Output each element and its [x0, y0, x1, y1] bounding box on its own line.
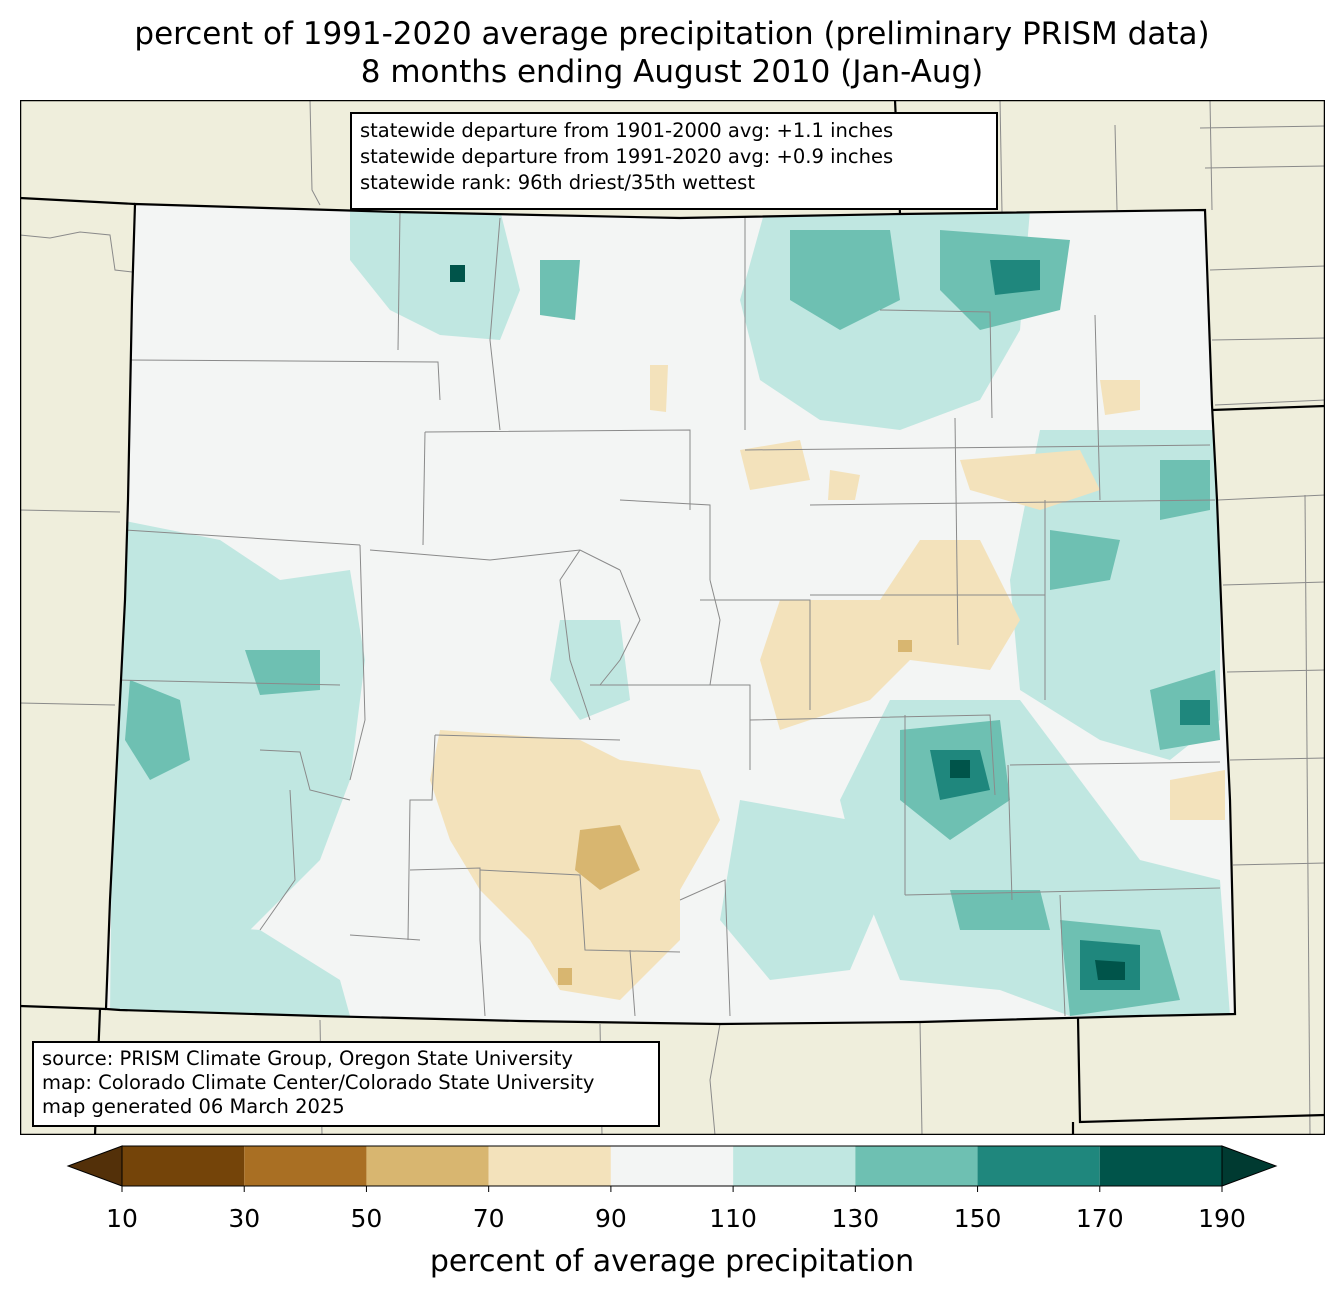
colorbar-tick-label: 190	[1198, 1204, 1246, 1233]
colorbar-tick-label: 110	[709, 1204, 757, 1233]
map-frame	[20, 100, 1325, 1135]
colorbar-tick-label: 170	[1075, 1204, 1124, 1233]
wet-anomaly-shading	[110, 210, 1230, 1016]
colorbar-tick-label: 130	[831, 1204, 880, 1233]
colorbar-bin-0	[122, 1146, 245, 1186]
colorbar-under-arrow	[66, 1145, 123, 1187]
colorbar-tick-label: 70	[472, 1204, 505, 1233]
colorbar	[66, 1145, 1278, 1192]
map-title: percent of 1991-2020 average precipitati…	[134, 16, 1210, 52]
source-line-2: map: Colorado Climate Center/Colorado St…	[42, 1071, 595, 1094]
colorbar-bin-3	[488, 1146, 611, 1186]
stats-line-1: statewide departure from 1901-2000 avg: …	[360, 119, 894, 142]
colorbar-bin-2	[366, 1146, 489, 1186]
colorbar-tick-label: 30	[228, 1204, 261, 1233]
colorbar-bin-1	[244, 1146, 367, 1186]
statewide-stats-box: statewide departure from 1901-2000 avg: …	[350, 112, 998, 210]
colorbar-label: percent of average precipitation	[429, 1244, 915, 1279]
county-boundaries	[114, 210, 1221, 1017]
colorbar-over-arrow	[1221, 1145, 1278, 1187]
colorbar-bin-6	[855, 1146, 978, 1186]
dry-anomaly-shading	[430, 365, 1225, 1000]
source-line-1: source: PRISM Climate Group, Oregon Stat…	[42, 1047, 573, 1070]
colorbar-bin-4	[610, 1146, 734, 1186]
precipitation-map	[20, 100, 1325, 1135]
source-line-3: map generated 06 March 2025	[42, 1095, 345, 1118]
colorbar-bin-7	[977, 1146, 1100, 1186]
map-subtitle: 8 months ending August 2010 (Jan-Aug)	[360, 54, 984, 90]
colorbar-tick-label: 50	[350, 1204, 383, 1233]
colorbar-tick-label: 10	[106, 1204, 138, 1233]
colorbar-bin-8	[1099, 1146, 1222, 1186]
stats-line-3: statewide rank: 96th driest/35th wettest	[360, 171, 755, 194]
stats-line-2: statewide departure from 1991-2020 avg: …	[360, 145, 894, 168]
colorbar-bin-5	[733, 1146, 856, 1186]
colorbar-tick-label: 90	[594, 1204, 627, 1233]
colorbar-frame	[121, 1145, 1223, 1187]
source-box: source: PRISM Climate Group, Oregon Stat…	[32, 1041, 660, 1127]
colorbar-tick-label: 150	[953, 1204, 1002, 1233]
